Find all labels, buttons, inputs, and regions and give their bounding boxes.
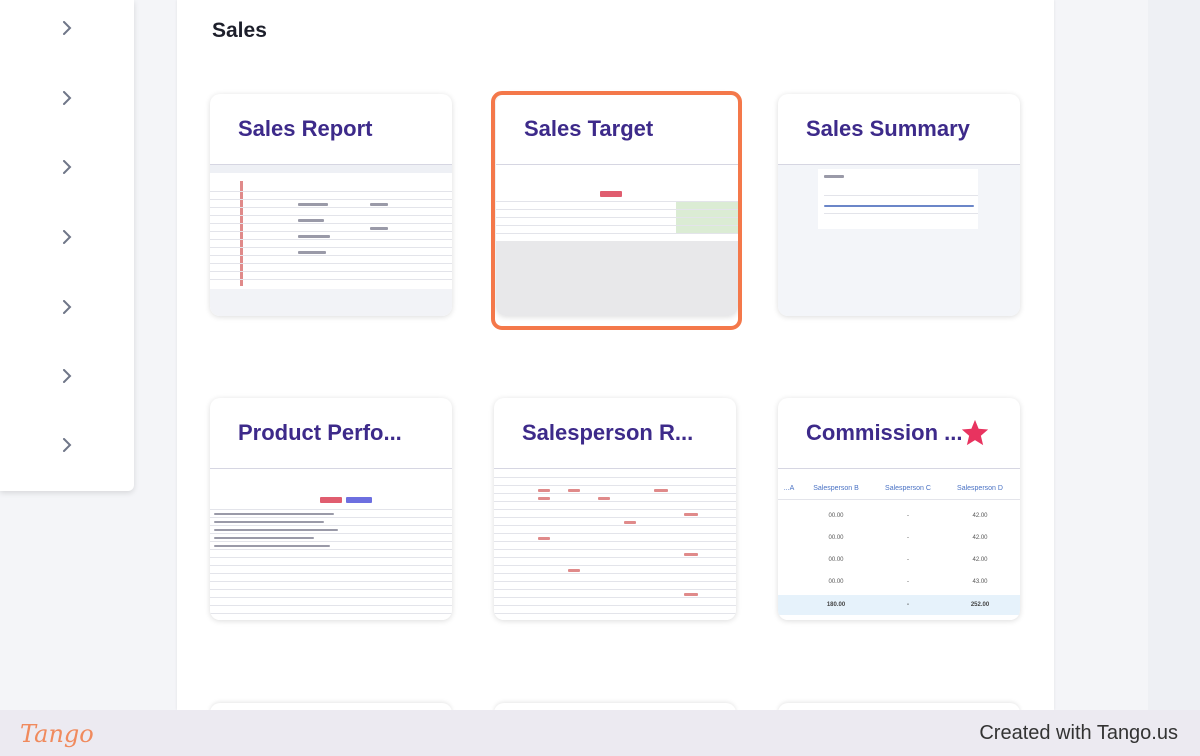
card-title: Sales Summary [806, 116, 970, 141]
table-row: 00.00 - 42.00 [778, 505, 1020, 527]
thumb-cell: 252.00 [970, 602, 990, 608]
thumb-cell: 42.00 [972, 535, 988, 541]
sidebar-expand-1[interactable] [58, 19, 76, 37]
thumb-header: Salesperson C [885, 484, 931, 492]
report-thumbnail [494, 468, 736, 620]
sidebar-expand-2[interactable] [58, 89, 76, 107]
card-title: Product Perfo... [238, 420, 402, 445]
thumb-header: ...A [783, 484, 795, 492]
chevron-right-icon [63, 230, 72, 244]
total-row: 180.00 - 252.00 [778, 595, 1020, 615]
report-card-salesperson-report[interactable]: Salesperson R... [494, 398, 736, 620]
chevron-right-icon [63, 91, 72, 105]
thumb-cell: 00.00 [828, 557, 844, 563]
sidebar-expand-3[interactable] [58, 158, 76, 176]
thumb-cell: 00.00 [828, 535, 844, 541]
report-thumbnail [778, 164, 1020, 316]
thumb-cell: 42.00 [972, 513, 988, 519]
thumb-header: Salesperson D [957, 484, 1003, 492]
tango-footer: Tango Created with Tango.us [0, 710, 1200, 756]
card-title: Sales Target [524, 116, 654, 141]
footer-credit: Created with Tango.us [979, 722, 1178, 744]
chevron-right-icon [63, 300, 72, 314]
thumb-cell: 42.00 [972, 557, 988, 563]
thumb-cell: 43.00 [972, 579, 988, 585]
report-card-sales-summary[interactable]: Sales Summary [778, 94, 1020, 316]
chevron-right-icon [63, 160, 72, 174]
chevron-right-icon [63, 369, 72, 383]
sidebar-expand-4[interactable] [58, 228, 76, 246]
report-thumbnail [496, 164, 738, 316]
thumb-cell: - [907, 535, 909, 541]
sidebar-expand-6[interactable] [58, 367, 76, 385]
chevron-right-icon [63, 438, 72, 452]
section-title: Sales [212, 19, 267, 42]
card-title: Salesperson R... [522, 420, 694, 445]
report-thumbnail [210, 468, 452, 620]
sidebar [0, 0, 134, 491]
thumb-header: Salesperson B [813, 484, 859, 492]
report-card-commission[interactable]: Commission ... ...A Salesperson B Salesp… [778, 398, 1020, 620]
table-row: 00.00 - 42.00 [778, 527, 1020, 549]
thumb-cell: - [907, 557, 909, 563]
card-title: Sales Report [238, 116, 373, 141]
chevron-right-icon [63, 21, 72, 35]
report-thumbnail: ...A Salesperson B Salesperson C Salespe… [778, 468, 1020, 620]
report-card-product-performance[interactable]: Product Perfo... [210, 398, 452, 620]
card-title: Commission ... [806, 420, 963, 445]
table-row: 00.00 - 43.00 [778, 571, 1020, 593]
right-scroll-area [1148, 0, 1200, 710]
thumb-cell: - [907, 602, 909, 608]
thumb-cell: 180.00 [826, 602, 846, 608]
thumb-cell: 00.00 [828, 513, 844, 519]
report-card-sales-target[interactable]: Sales Target [496, 94, 738, 316]
report-card-sales-report[interactable]: Sales Report [210, 94, 452, 316]
thumb-cell: - [907, 513, 909, 519]
report-thumbnail [210, 164, 452, 316]
sidebar-expand-7[interactable] [58, 436, 76, 454]
thumb-cell: 00.00 [828, 579, 844, 585]
star-icon[interactable] [960, 418, 990, 448]
tango-logo: Tango [20, 720, 94, 748]
sidebar-expand-5[interactable] [58, 298, 76, 316]
thumb-cell: - [907, 579, 909, 585]
table-row: 00.00 - 42.00 [778, 549, 1020, 571]
